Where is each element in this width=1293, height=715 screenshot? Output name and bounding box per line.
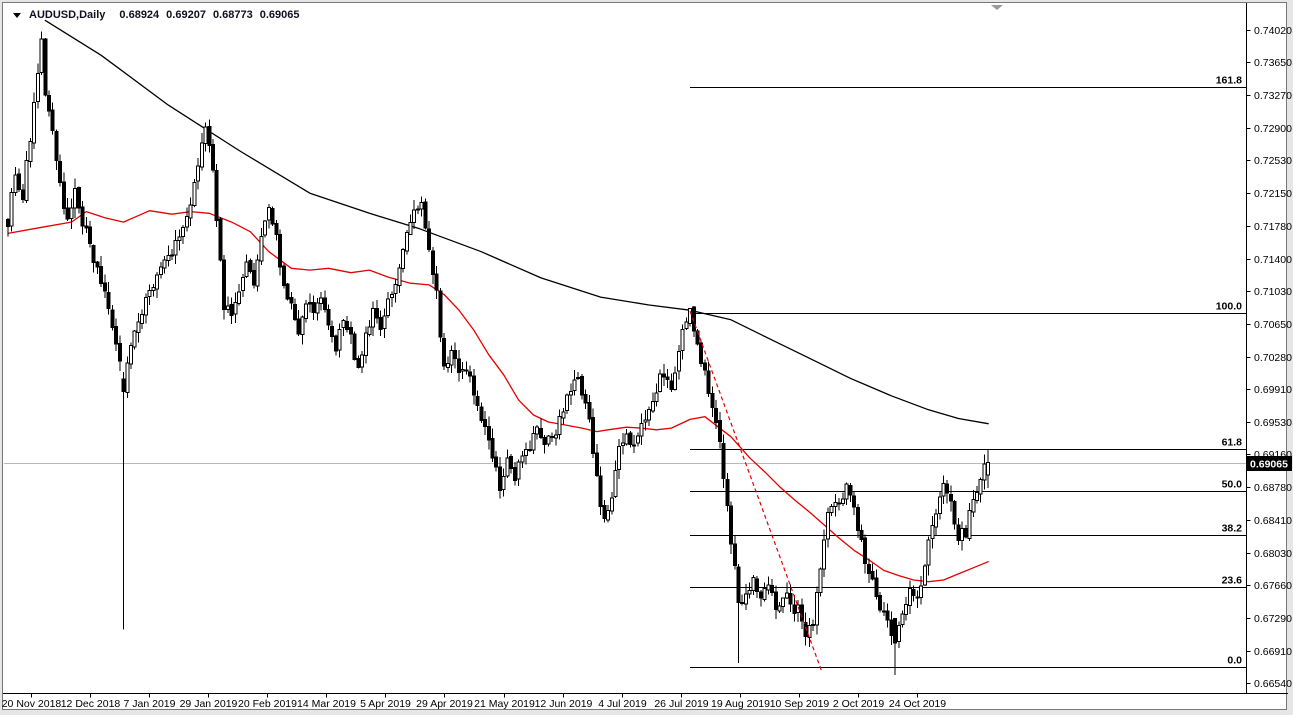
ohlc-low-value: 0.68773 [212, 9, 253, 21]
time-axis-label: 24 Oct 2019 [889, 698, 946, 710]
chart-shift-marker-icon[interactable] [991, 5, 1003, 10]
fib-level-label: 50.0 [1222, 479, 1243, 491]
price-axis-label: 0.72900 [1254, 123, 1292, 135]
price-axis-label: 0.68030 [1254, 548, 1292, 560]
price-axis-label: 0.68410 [1254, 515, 1292, 527]
time-axis[interactable]: 20 Nov 2018 12 Dec 2018 7 Jan 2019 29 Jan 2… [2, 693, 947, 711]
price-axis-label: 0.70280 [1254, 352, 1292, 364]
time-axis-label: 5 Apr 2019 [360, 698, 411, 710]
price-axis-label: 0.69910 [1254, 384, 1292, 396]
current-price-tag: 0.69065 [1247, 456, 1292, 471]
axes [3, 3, 1288, 694]
descending-trendline[interactable] [689, 310, 823, 673]
time-axis-label: 12 Dec 2018 [61, 698, 121, 710]
price-axis-label: 0.72530 [1254, 155, 1292, 167]
price-axis-label: 0.71030 [1254, 286, 1292, 298]
time-axis-label: 2 Oct 2019 [833, 698, 885, 710]
price-axis-label: 0.67290 [1254, 613, 1292, 625]
fib-level-label: 161.8 [1216, 75, 1242, 87]
symbol-dropdown-arrow-icon[interactable] [13, 13, 21, 18]
ohlc-close-value: 0.69065 [259, 9, 300, 21]
price-axis-label: 0.74020 [1254, 25, 1292, 37]
ohlc-open-value: 0.68924 [119, 9, 160, 21]
price-axis-label: 0.66540 [1254, 678, 1292, 690]
fibonacci-retracement[interactable]: 161.8 100.0 61.8 50.0 38.2 23.6 0.0 [690, 75, 1246, 668]
time-axis-label: 19 Aug 2019 [711, 698, 770, 710]
price-axis-label: 0.66910 [1254, 646, 1292, 658]
time-axis-label: 4 Jul 2019 [598, 698, 647, 710]
price-axis-label: 0.71780 [1254, 221, 1292, 233]
current-price-tag-value: 0.69065 [1250, 459, 1288, 471]
price-axis-label: 0.73650 [1254, 57, 1292, 69]
time-axis-label: 29 Jan 2019 [180, 698, 238, 710]
time-axis-label: 20 Nov 2018 [2, 698, 62, 710]
fib-level-label: 23.6 [1222, 575, 1243, 587]
price-axis-label: 0.68780 [1254, 482, 1292, 494]
time-axis-label: 7 Jan 2019 [124, 698, 176, 710]
time-axis-label: 10 Sep 2019 [770, 698, 830, 710]
time-axis-label: 21 May 2019 [474, 698, 535, 710]
time-axis-label: 26 Jul 2019 [654, 698, 708, 710]
time-axis-label: 29 Apr 2019 [416, 698, 473, 710]
fib-level-label: 100.0 [1216, 301, 1242, 313]
slow-ma-line [44, 19, 989, 425]
candlestick-series [6, 31, 991, 676]
ohlc-high-value: 0.69207 [166, 9, 206, 21]
chart-title-bar: AUDUSD,Daily 0.68924 0.69207 0.68773 0.6… [11, 9, 306, 21]
price-axis-label: 0.72150 [1254, 188, 1292, 200]
price-axis-label: 0.71400 [1254, 254, 1292, 266]
fib-level-label: 0.0 [1227, 655, 1242, 667]
fast-ma-line [7, 210, 989, 583]
fib-level-label: 61.8 [1222, 437, 1243, 449]
price-axis-label: 0.69530 [1254, 417, 1292, 429]
price-axis-label: 0.73270 [1254, 90, 1292, 102]
price-axis-label: 0.67660 [1254, 580, 1292, 592]
time-axis-label: 20 Feb 2019 [238, 698, 297, 710]
time-axis-label: 14 Mar 2019 [297, 698, 356, 710]
fib-level-label: 38.2 [1222, 523, 1243, 535]
time-axis-label: 12 Jun 2019 [535, 698, 593, 710]
price-axis[interactable]: 0.74020 0.73650 0.73270 0.72900 0.72530 0.721… [1246, 25, 1293, 690]
symbol-timeframe-label: AUDUSD,Daily [29, 9, 106, 21]
price-axis-label: 0.70650 [1254, 319, 1292, 331]
